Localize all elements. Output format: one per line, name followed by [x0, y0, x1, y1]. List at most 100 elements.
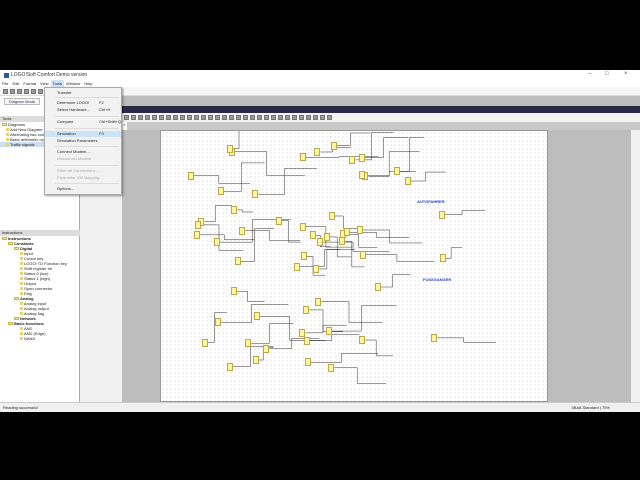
diagram-item[interactable]: Alternating two colors	[0, 132, 80, 137]
diagram-item[interactable]: Add New Diagram	[0, 127, 80, 132]
instruction-item[interactable]: Shift register bit	[0, 266, 80, 271]
maximize-button[interactable]: □	[605, 71, 609, 77]
toolbar-icon[interactable]	[31, 88, 36, 94]
menu-help[interactable]: Help	[84, 81, 93, 86]
editor-toolbar-icon[interactable]	[222, 115, 227, 120]
menu-item[interactable]: Compare Ctrl+Shift+Q	[45, 119, 121, 125]
function-block[interactable]	[299, 328, 306, 337]
editor-toolbar-icon[interactable]	[320, 115, 325, 120]
instruction-item[interactable]: NAND	[0, 336, 80, 341]
diagram-item[interactable]: Traffic signals	[0, 142, 80, 147]
function-block[interactable]	[299, 222, 306, 231]
menu-edit[interactable]: Edit	[12, 81, 20, 86]
function-block[interactable]	[359, 250, 366, 259]
function-block[interactable]	[239, 226, 246, 235]
function-block[interactable]	[253, 312, 260, 321]
editor-toolbar-icon[interactable]	[236, 115, 241, 120]
function-block[interactable]	[252, 190, 259, 199]
editor-toolbar-icon[interactable]	[152, 115, 157, 120]
toolbar-icon[interactable]	[10, 88, 15, 94]
function-block[interactable]	[357, 226, 364, 235]
diagram-canvas[interactable]: AUTOFAHRER FUSSGANGER	[160, 130, 548, 402]
editor-toolbar-icon[interactable]	[208, 115, 213, 120]
function-block[interactable]	[328, 363, 335, 372]
menu-item[interactable]: Select Hardware... Ctrl+H	[45, 107, 121, 113]
function-block[interactable]	[194, 220, 201, 229]
menu-item[interactable]: Connect Modem...	[45, 149, 121, 155]
diagram-mode-button[interactable]: Diagram Mode	[4, 98, 40, 105]
minimize-button[interactable]: –	[588, 71, 592, 77]
editor-toolbar-icon[interactable]	[243, 115, 248, 120]
menu-item[interactable]: Parameter VM Mapping...	[45, 175, 121, 181]
editor-toolbar-icon[interactable]	[180, 115, 185, 120]
editor-toolbar-icon[interactable]	[264, 115, 269, 120]
close-button[interactable]: ×	[624, 71, 628, 77]
function-block[interactable]	[359, 336, 366, 344]
menu-item[interactable]: Determine LOGO! F2	[45, 100, 121, 106]
instruction-item[interactable]: Status 0 (low)	[0, 271, 80, 276]
function-block[interactable]	[438, 210, 445, 219]
function-block[interactable]	[440, 254, 447, 263]
editor-toolbar-icon[interactable]	[306, 115, 311, 120]
function-block[interactable]	[193, 230, 200, 239]
toolbar-icon[interactable]	[38, 88, 43, 94]
toolbar-icon[interactable]	[24, 88, 29, 94]
editor-toolbar-icon[interactable]	[313, 115, 318, 120]
function-block[interactable]	[275, 216, 282, 225]
menu-file[interactable]: File	[2, 81, 9, 86]
diagram-item[interactable]: Basic arithmetic operations	[0, 137, 80, 142]
menu-item[interactable]: Ethernet Connections...	[45, 168, 121, 174]
editor-toolbar-icon[interactable]	[229, 115, 234, 120]
editor-toolbar-icon[interactable]	[124, 115, 129, 120]
function-block[interactable]	[313, 264, 320, 273]
function-block[interactable]	[227, 362, 233, 371]
function-block[interactable]	[343, 228, 350, 237]
editor-toolbar-icon[interactable]	[194, 115, 199, 120]
function-block[interactable]	[323, 232, 330, 241]
function-block[interactable]	[316, 238, 323, 247]
function-block[interactable]	[326, 327, 333, 336]
function-block[interactable]	[231, 205, 238, 214]
function-block[interactable]	[253, 355, 259, 364]
menu-tools[interactable]: Tools	[50, 80, 64, 87]
instruction-item[interactable]: Input	[0, 251, 80, 256]
function-block[interactable]	[405, 177, 412, 186]
instruction-item[interactable]: Analog output	[0, 306, 80, 311]
function-block[interactable]	[314, 147, 321, 156]
instruction-item[interactable]: Analog flag	[0, 311, 80, 316]
function-block[interactable]	[349, 155, 356, 164]
instruction-item[interactable]: Open connector	[0, 286, 80, 291]
toolbar-icon[interactable]	[17, 88, 22, 94]
menu-item[interactable]: Options...	[45, 186, 121, 192]
editor-toolbar-icon[interactable]	[292, 115, 297, 120]
menu-item[interactable]: Disconnect Modem	[45, 156, 121, 162]
function-block[interactable]	[339, 237, 346, 246]
editor-toolbar-icon[interactable]	[131, 115, 136, 120]
instruction-item[interactable]: Instructions	[0, 236, 80, 241]
function-block[interactable]	[300, 252, 307, 261]
menu-item[interactable]: Simulation F3	[45, 131, 121, 137]
menu-item[interactable]: Transfer	[45, 90, 121, 96]
function-block[interactable]	[226, 144, 233, 153]
instruction-item[interactable]: Status 1 (high)	[0, 276, 80, 281]
function-block[interactable]	[394, 167, 401, 176]
function-block[interactable]	[201, 338, 208, 347]
menu-item[interactable]: Simulation Parameters	[45, 138, 121, 144]
menu-view[interactable]: View	[40, 81, 49, 86]
editor-toolbar-icon[interactable]	[159, 115, 164, 120]
instruction-item[interactable]: AND	[0, 326, 80, 331]
editor-toolbar-icon[interactable]	[257, 115, 262, 120]
instruction-item[interactable]: Analog	[0, 296, 80, 301]
instruction-item[interactable]: Flag	[0, 291, 80, 296]
diagram-item[interactable]: Diagrams	[0, 122, 80, 127]
close-tab-icon[interactable]: ×	[122, 122, 127, 130]
editor-toolbar-icon[interactable]	[250, 115, 255, 120]
toolbar-icon[interactable]	[3, 88, 8, 94]
function-block[interactable]	[431, 333, 438, 342]
function-block[interactable]	[358, 171, 365, 180]
instruction-item[interactable]: LOGO! TD Function key	[0, 261, 80, 266]
function-block[interactable]	[358, 153, 365, 162]
editor-toolbar-icon[interactable]	[173, 115, 178, 120]
menu-window[interactable]: Window	[65, 81, 81, 86]
function-block[interactable]	[213, 238, 220, 247]
